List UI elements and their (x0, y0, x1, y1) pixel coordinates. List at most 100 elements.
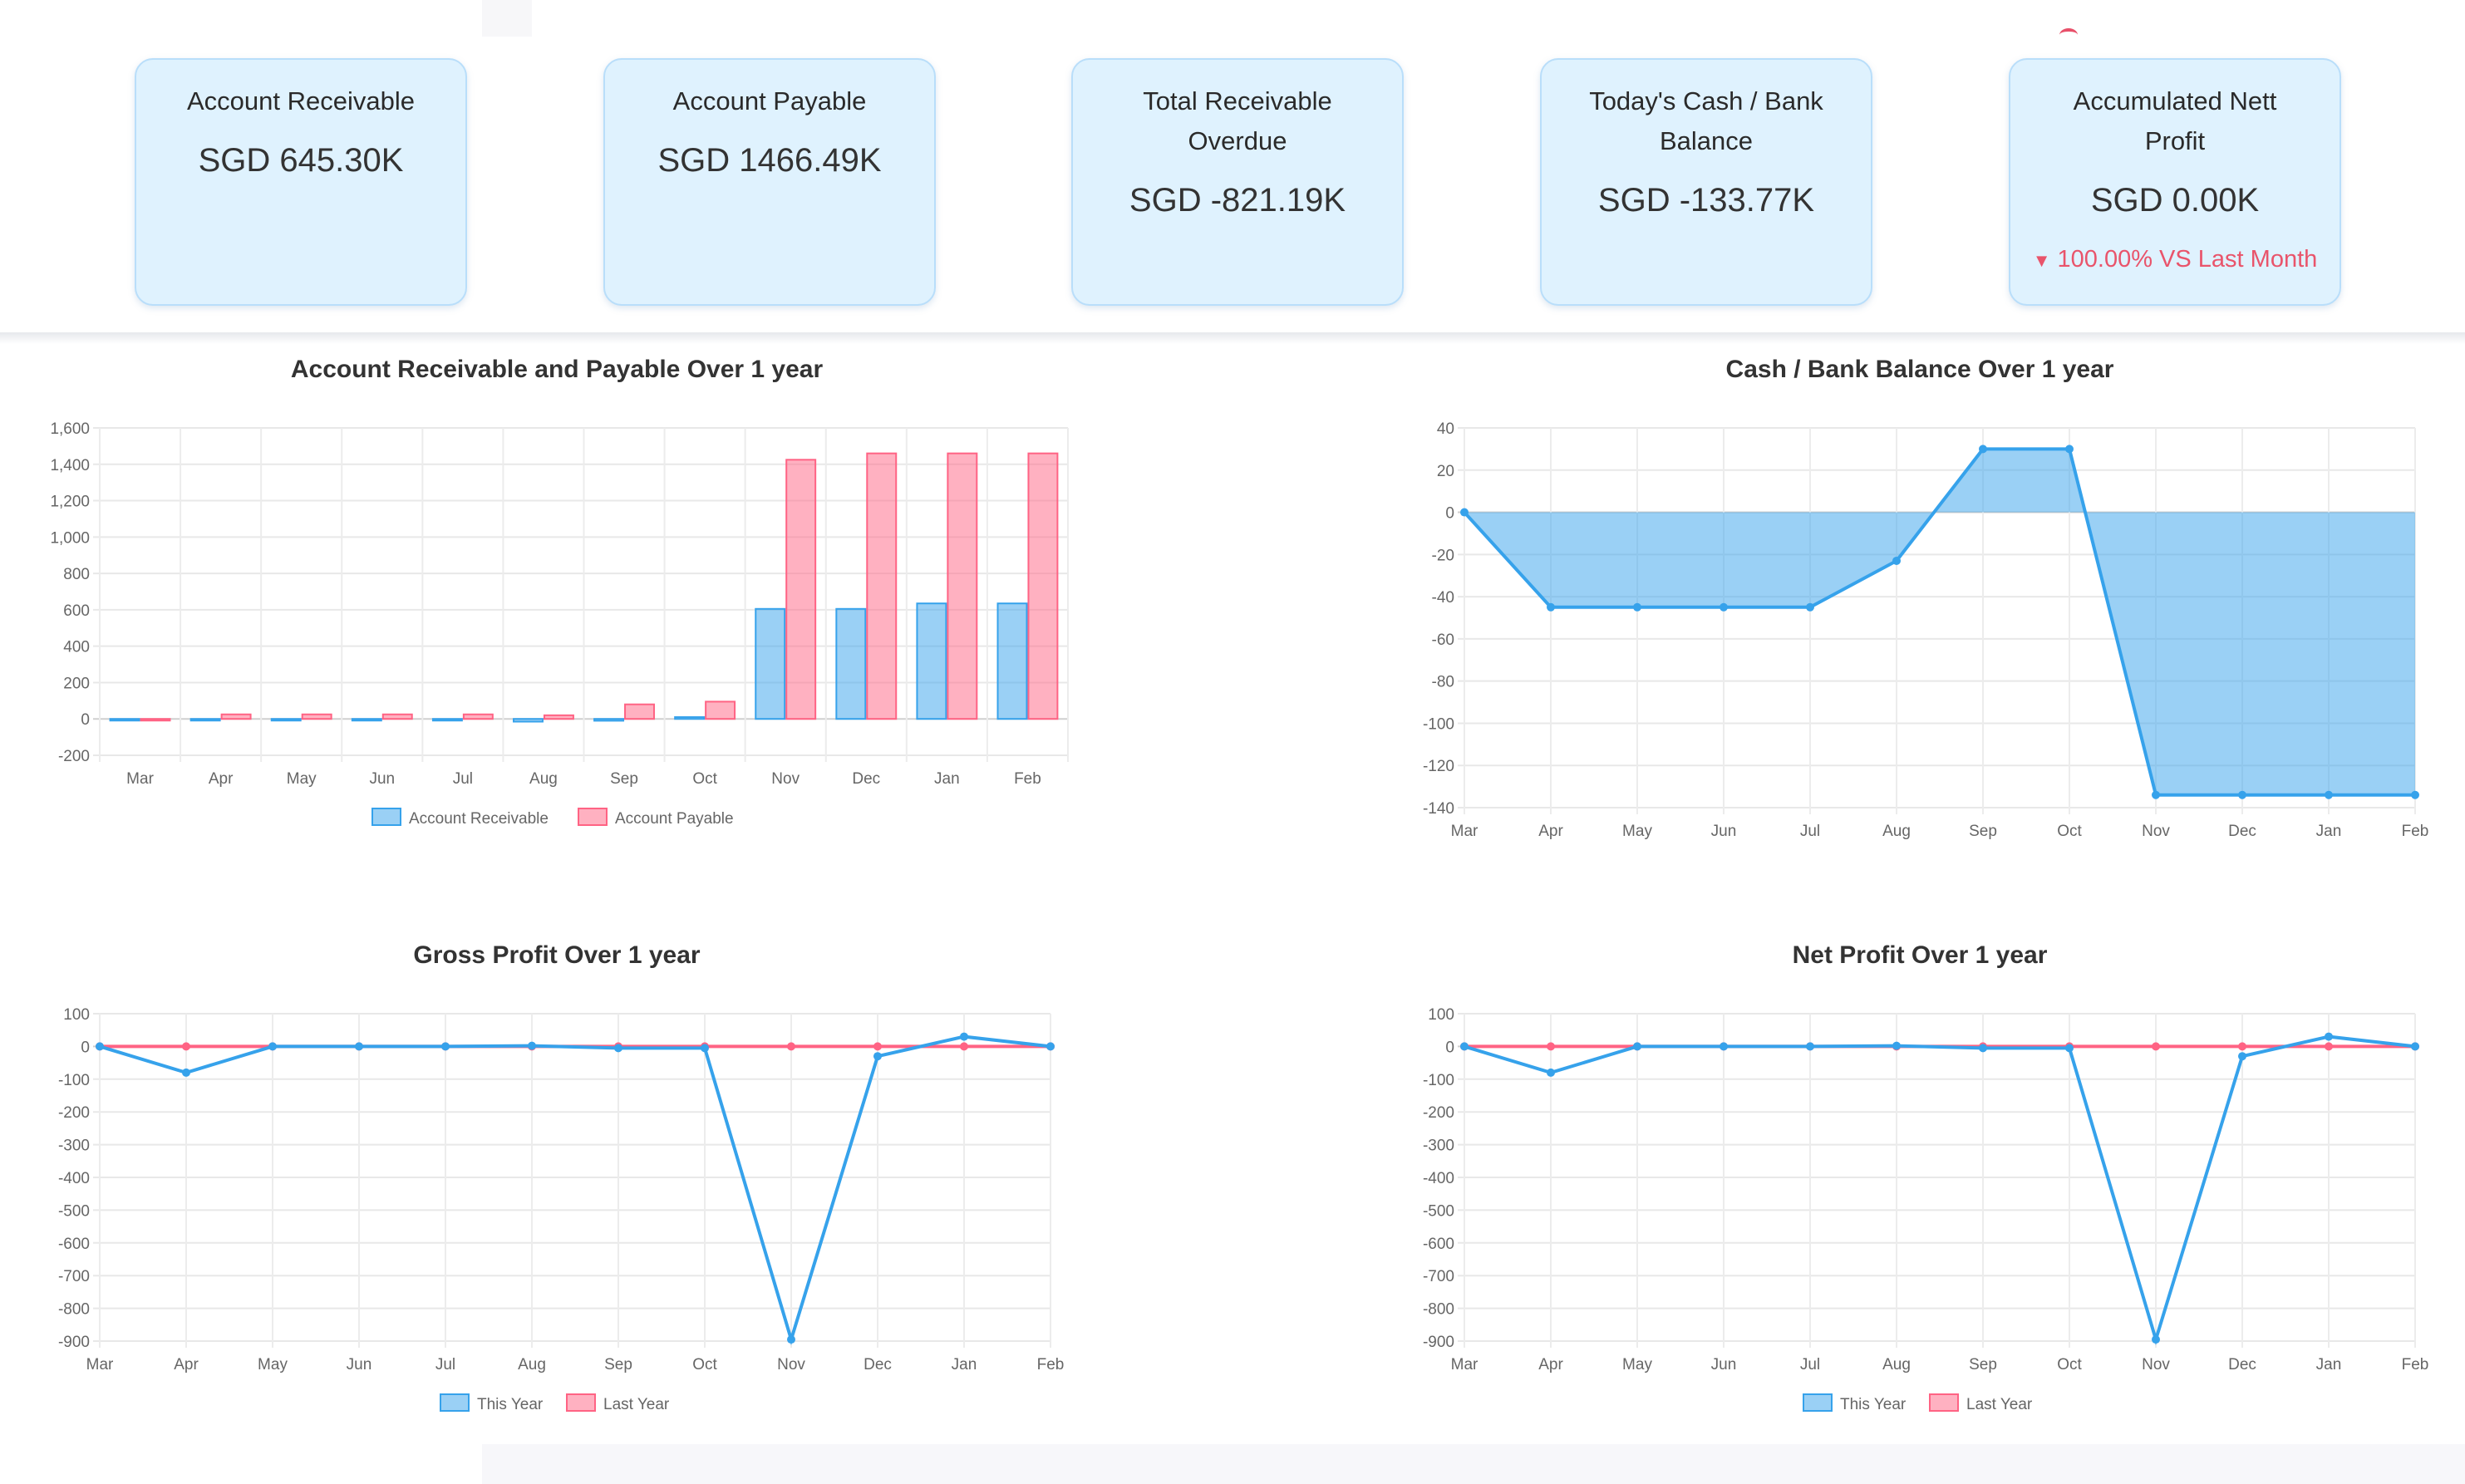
data-point (960, 1042, 968, 1051)
card-total-receivable-overdue[interactable]: Total Receivable Overdue SGD -821.19K (1071, 58, 1404, 306)
y-tick-label: -600 (58, 1236, 90, 1253)
x-tick-label: Apr (1538, 1356, 1563, 1373)
bar-receivable (674, 716, 706, 720)
legend-swatch (440, 1393, 470, 1412)
y-tick-label: -300 (58, 1138, 90, 1155)
x-tick-label: Mar (1451, 823, 1479, 840)
bar-payable (866, 452, 898, 720)
x-tick-label: Dec (2228, 1356, 2256, 1373)
x-tick-label: Jan (2316, 823, 2342, 840)
data-point (1892, 556, 1901, 565)
data-point (2411, 790, 2419, 799)
x-tick-label: Aug (1882, 823, 1911, 840)
y-tick-label: 0 (81, 1039, 90, 1056)
y-tick-label: -80 (1432, 674, 1454, 691)
y-tick-label: -200 (58, 748, 90, 765)
data-point (2065, 445, 2074, 454)
notification-mark (2059, 28, 2078, 42)
legend-swatch (371, 808, 401, 826)
y-tick-label: -800 (58, 1301, 90, 1319)
data-point (873, 1052, 882, 1061)
card-value: SGD -821.19K (1129, 182, 1346, 219)
data-point (355, 1042, 363, 1051)
x-tick-label: Nov (2142, 1356, 2170, 1373)
legend-label: This Year (477, 1396, 544, 1413)
x-tick-label: Aug (518, 1356, 546, 1373)
data-point (2325, 1042, 2333, 1051)
data-point (1720, 602, 1728, 612)
area-fill (1464, 449, 2415, 795)
data-point (2238, 1042, 2246, 1051)
bar-payable (785, 459, 817, 720)
y-tick-label: -700 (58, 1268, 90, 1285)
bar-payable (543, 714, 574, 720)
y-tick-label: -500 (1423, 1202, 1454, 1220)
series-line (1463, 447, 2415, 797)
y-tick-label: -900 (1423, 1334, 1454, 1351)
bar-receivable (996, 602, 1028, 720)
y-tick-label: -60 (1432, 631, 1454, 649)
x-tick-label: Dec (852, 770, 880, 788)
x-tick-label: Oct (692, 1356, 717, 1373)
y-tick-label: 800 (63, 566, 90, 583)
y-tick-label: 40 (1437, 420, 1454, 438)
x-tick-label: Feb (2402, 823, 2429, 840)
x-tick-label: Dec (863, 1356, 892, 1373)
card-account-receivable[interactable]: Account Receivable SGD 645.30K (135, 58, 467, 306)
card-title: Total Receivable Overdue (1143, 86, 1332, 155)
data-point (787, 1042, 795, 1051)
data-point (960, 1032, 968, 1041)
bar-payable (1027, 452, 1059, 720)
data-point (528, 1041, 536, 1050)
bar-receivable (835, 607, 867, 720)
y-tick-label: -100 (1423, 715, 1454, 733)
legend-label: Last Year (603, 1396, 670, 1413)
chart-title-ar-ap: Account Receivable and Payable Over 1 ye… (290, 356, 824, 383)
bar-payable (220, 713, 252, 720)
bar-payable (381, 713, 413, 720)
x-tick-label: Nov (777, 1356, 805, 1373)
y-tick-label: -40 (1432, 589, 1454, 607)
legend-swatch (578, 808, 608, 826)
bar-receivable (755, 607, 786, 720)
x-tick-label: May (258, 1356, 288, 1373)
x-tick-label: Feb (2402, 1356, 2429, 1373)
data-point (1460, 508, 1469, 517)
change-text: 100.00% VS Last Month (2057, 246, 2318, 273)
corner-panel (482, 0, 532, 37)
x-tick-label: Jan (952, 1356, 977, 1373)
card-cash-bank-balance[interactable]: Today's Cash / Bank Balance SGD -133.77K (1540, 58, 1872, 306)
change-indicator: ▼ 100.00% VS Last Month (2010, 246, 2340, 273)
data-point (182, 1068, 190, 1077)
chart-title-gross-profit: Gross Profit Over 1 year (413, 941, 701, 969)
data-point (1892, 1041, 1901, 1050)
y-tick-label: 0 (81, 711, 90, 729)
data-point (2152, 1042, 2160, 1051)
legend-swatch (566, 1393, 596, 1412)
data-point (1979, 1044, 1987, 1053)
card-title: Account Receivable (187, 86, 415, 115)
data-point (1806, 1042, 1814, 1051)
bar-payable (705, 700, 736, 720)
y-tick-label: -800 (1423, 1301, 1454, 1319)
x-tick-label: Jul (435, 1356, 455, 1373)
card-accumulated-nett-profit[interactable]: Accumulated Nett Profit SGD 0.00K ▼ 100.0… (2009, 58, 2341, 306)
bar-receivable (916, 602, 947, 720)
x-tick-label: Sep (1969, 823, 1997, 840)
y-tick-label: -140 (1423, 800, 1454, 818)
data-point (1547, 602, 1555, 612)
bar-receivable (593, 718, 625, 722)
data-point (1979, 445, 1987, 454)
x-tick-label: May (1622, 823, 1652, 840)
x-tick-label: Feb (1014, 770, 1041, 788)
data-point (2238, 790, 2246, 799)
data-point (2152, 1335, 2160, 1344)
data-point (96, 1042, 104, 1051)
y-tick-label: -400 (58, 1170, 90, 1187)
data-point (441, 1042, 450, 1051)
x-tick-label: Nov (771, 770, 800, 788)
x-tick-label: May (287, 770, 317, 788)
card-account-payable[interactable]: Account Payable SGD 1466.49K (603, 58, 936, 306)
y-tick-label: 1,000 (50, 529, 90, 547)
